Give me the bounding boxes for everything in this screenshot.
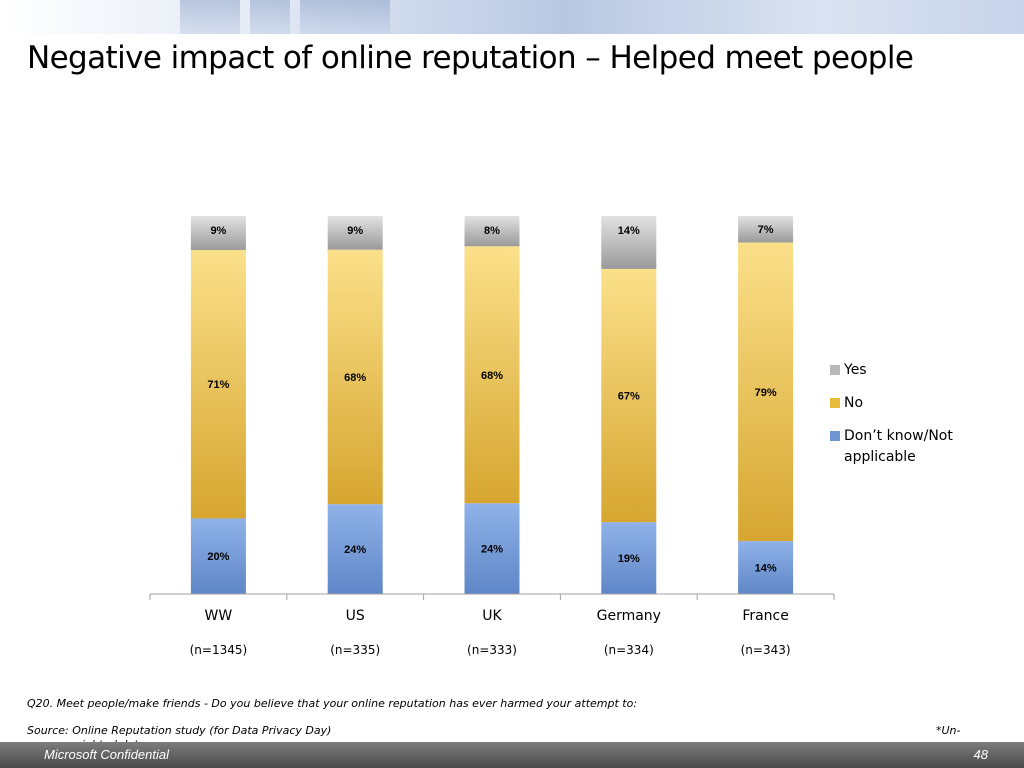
- banner-building-shape: [300, 0, 390, 34]
- banner-building-shape: [180, 0, 240, 34]
- bar-france-yes: [738, 216, 794, 243]
- data-label-us-dont-know: 24%: [344, 544, 366, 556]
- data-label-france-dont-know: 14%: [755, 563, 777, 575]
- bar-germany-yes: [601, 216, 657, 269]
- category-label-germany: Germany: [597, 608, 661, 624]
- bar-uk-no: [464, 246, 520, 504]
- page-number: 48: [973, 747, 988, 762]
- legend-label-yes: Yes: [844, 362, 867, 378]
- data-label-uk-yes: 8%: [484, 225, 500, 237]
- legend-item-no: No: [830, 393, 990, 414]
- sample-size-us: (n=335): [330, 643, 380, 657]
- axis-layer: WW (n=1345) US (n=335) UK (n=333) Germany (n=33…: [149, 593, 835, 657]
- legend-label-no: No: [844, 395, 864, 411]
- sample-size-uk: (n=333): [467, 643, 517, 657]
- category-label-us: US: [346, 608, 365, 624]
- bar-us-no: [327, 249, 383, 505]
- data-label-france-yes: 7%: [758, 224, 774, 236]
- legend-label-dont-know: Don’t know/Not applicable: [844, 428, 953, 465]
- data-label-us-no: 68%: [344, 372, 366, 384]
- bar-ww-yes: [190, 216, 246, 251]
- data-label-us-yes: 9%: [347, 225, 363, 237]
- data-label-germany-no: 67%: [618, 391, 640, 403]
- category-label-uk: UK: [482, 608, 502, 624]
- data-label-france-no: 79%: [755, 387, 777, 399]
- bar-uk-dont-know: [464, 503, 520, 594]
- bar-ww-no: [190, 250, 246, 519]
- stacked-bar-chart: 20% 71% 9% 24% 68% 9% 24% 68% 8% 19% 67% 14% 14% 79% 7…: [149, 216, 835, 657]
- source-text: Source: Online Reputation study (for Dat…: [27, 724, 332, 737]
- data-label-ww-dont-know: 20%: [207, 551, 229, 563]
- top-banner: [0, 0, 1024, 34]
- data-label-uk-dont-know: 24%: [481, 544, 503, 556]
- chart-legend: Yes No Don’t know/Not applicable: [830, 360, 990, 480]
- legend-item-dont-know: Don’t know/Not applicable: [830, 426, 990, 468]
- data-label-ww-no: 71%: [207, 379, 229, 391]
- confidential-label: Microsoft Confidential: [44, 747, 169, 762]
- unweighted-note-part1: *Un-: [936, 724, 961, 737]
- legend-swatch-dont-know: [830, 431, 840, 441]
- data-label-germany-yes: 14%: [618, 225, 640, 237]
- sample-size-ww: (n=1345): [190, 643, 248, 657]
- bar-germany-no: [601, 268, 657, 523]
- bar-ww-dont-know: [190, 518, 246, 594]
- question-text: Q20. Meet people/make friends - Do you b…: [27, 697, 638, 710]
- bottom-bar: [0, 742, 1024, 768]
- page-title: Negative impact of online reputation – H…: [27, 40, 914, 76]
- sample-size-germany: (n=334): [604, 643, 654, 657]
- bar-france-no: [738, 242, 794, 542]
- banner-building-shape: [250, 0, 290, 34]
- category-label-ww: WW: [205, 608, 233, 624]
- bars-layer: 20% 71% 9% 24% 68% 9% 24% 68% 8% 19% 67% 14% 14% 79% 7…: [190, 216, 794, 594]
- data-label-germany-dont-know: 19%: [618, 553, 640, 565]
- data-label-ww-yes: 9%: [210, 225, 226, 237]
- sample-size-france: (n=343): [741, 643, 791, 657]
- legend-item-yes: Yes: [830, 360, 990, 381]
- bar-us-dont-know: [327, 504, 383, 594]
- bar-us-yes: [327, 216, 383, 250]
- data-label-uk-no: 68%: [481, 370, 503, 382]
- bar-germany-dont-know: [601, 522, 657, 594]
- category-label-france: France: [742, 608, 789, 624]
- legend-swatch-no: [830, 398, 840, 408]
- bar-uk-yes: [464, 216, 520, 247]
- legend-swatch-yes: [830, 365, 840, 375]
- bar-france-dont-know: [738, 541, 794, 594]
